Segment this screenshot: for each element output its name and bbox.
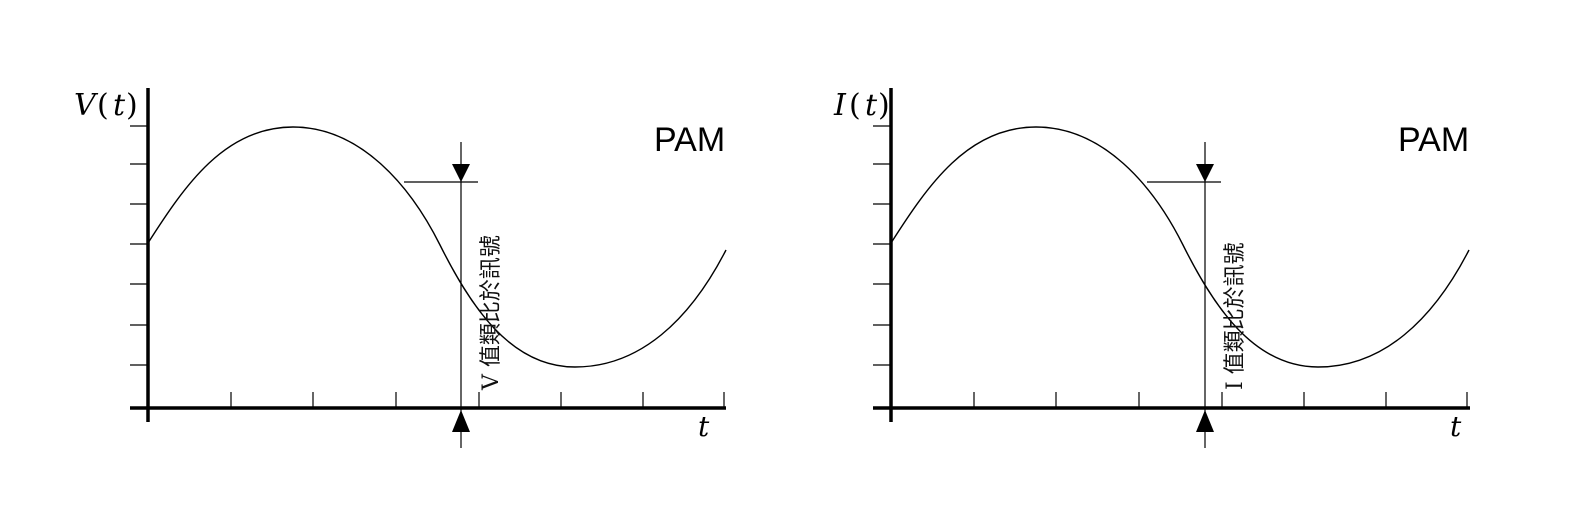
arrow-up-icon: [1196, 410, 1214, 432]
y-axis-label-arg: t: [113, 88, 126, 123]
y-ticks: [873, 125, 891, 366]
arrow-down-icon: [1196, 164, 1214, 182]
y-axis-label-paren-open: (: [97, 88, 109, 123]
x-axis-label: t: [1450, 410, 1462, 443]
sample-annotation: I 值類比於訊號: [1223, 242, 1248, 390]
y-axis-label-symbol: V: [74, 88, 99, 123]
y-axis-label-arg: t: [865, 88, 878, 123]
y-axis-label-paren-open: (: [849, 88, 861, 123]
arrow-up-icon: [452, 410, 470, 432]
signal-curve: [890, 126, 1470, 368]
y-axis-label-paren-close: ): [878, 88, 890, 123]
panel-voltage: V ( t ) t PAM V 值類比於訊號: [74, 88, 727, 448]
arrow-down-icon: [452, 164, 470, 182]
mode-label: PAM: [654, 121, 725, 159]
x-ticks: [973, 392, 1468, 408]
signal-curve: [147, 126, 727, 368]
y-axis-label-paren-close: ): [126, 88, 138, 123]
y-axis-label-symbol: I: [833, 88, 847, 123]
x-axis-label: t: [698, 410, 710, 443]
y-ticks: [130, 125, 148, 366]
sample-annotation: V 值類比於訊號: [479, 235, 504, 391]
mode-label: PAM: [1398, 121, 1469, 159]
x-ticks: [230, 392, 725, 408]
panel-current: I ( t ) t PAM I 值類比於訊號: [833, 88, 1470, 448]
